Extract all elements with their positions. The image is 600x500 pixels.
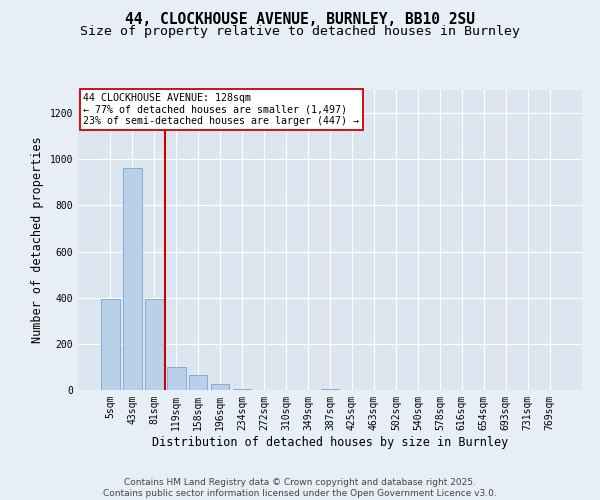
Bar bbox=[145, 299, 164, 390]
X-axis label: Distribution of detached houses by size in Burnley: Distribution of detached houses by size … bbox=[152, 436, 508, 448]
Bar bbox=[189, 375, 208, 390]
Text: 44 CLOCKHOUSE AVENUE: 128sqm
← 77% of detached houses are smaller (1,497)
23% of: 44 CLOCKHOUSE AVENUE: 128sqm ← 77% of de… bbox=[83, 93, 359, 126]
Text: 44, CLOCKHOUSE AVENUE, BURNLEY, BB10 2SU: 44, CLOCKHOUSE AVENUE, BURNLEY, BB10 2SU bbox=[125, 12, 475, 28]
Bar bbox=[211, 384, 229, 390]
Bar bbox=[101, 299, 119, 390]
Bar bbox=[233, 389, 251, 390]
Y-axis label: Number of detached properties: Number of detached properties bbox=[31, 136, 44, 344]
Text: Size of property relative to detached houses in Burnley: Size of property relative to detached ho… bbox=[80, 25, 520, 38]
Bar bbox=[167, 367, 185, 390]
Bar bbox=[123, 168, 142, 390]
Text: Contains HM Land Registry data © Crown copyright and database right 2025.
Contai: Contains HM Land Registry data © Crown c… bbox=[103, 478, 497, 498]
